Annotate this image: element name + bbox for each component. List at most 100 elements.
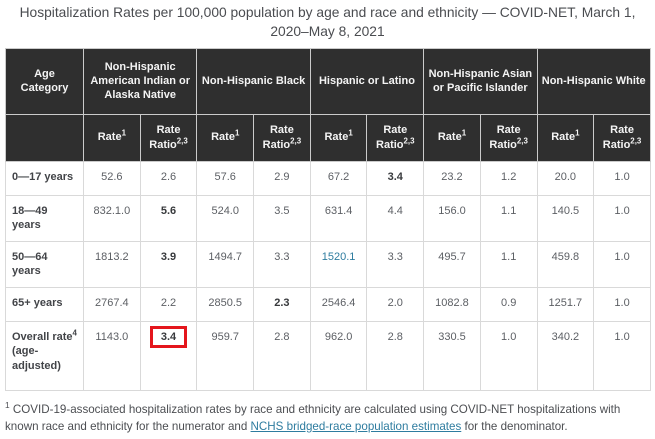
rate-cell: 57.6 xyxy=(196,160,255,196)
rate-header: Rate1 xyxy=(423,113,481,162)
rate-cell: 1813.2 xyxy=(83,240,141,288)
rate-ratio-cell-highlighted: 3.4 xyxy=(139,320,198,391)
rate-ratio-cell: 1.1 xyxy=(479,240,538,288)
rate-cell: 23.2 xyxy=(423,160,481,196)
row-header-age: 0—17 years xyxy=(5,160,84,196)
group-header-black: Non-Hispanic Black xyxy=(196,47,311,115)
rate-ratio-cell: 1.0 xyxy=(593,160,651,196)
rate-header: Rate1 xyxy=(83,113,141,162)
rate-cell-link[interactable]: 1520.1 xyxy=(309,240,368,288)
footnote-marker: 1 xyxy=(5,399,10,410)
rate-ratio-cell: 0.9 xyxy=(479,286,538,322)
rate-cell: 52.6 xyxy=(83,160,141,196)
rate-cell: 962.0 xyxy=(309,320,368,391)
row-header-age: Overall rate4 (age-adjusted) xyxy=(5,320,84,391)
rate-cell: 832.1.0 xyxy=(83,194,141,242)
rate-cell: 140.5 xyxy=(536,194,595,242)
table-row-65-plus: 65+ years 2767.4 2.2 2850.5 2.3 2546.4 2… xyxy=(5,286,651,322)
footnote-text: for the denominator. xyxy=(461,420,568,434)
rate-cell: 2546.4 xyxy=(309,286,368,322)
rate-ratio-cell: 2.8 xyxy=(366,320,425,391)
rate-ratio-cell: 1.2 xyxy=(479,160,538,196)
footnote-marker: 2,3 xyxy=(403,135,415,145)
rate-ratio-header: Rate Ratio2,3 xyxy=(366,113,425,162)
rate-cell: 2767.4 xyxy=(83,286,141,322)
rate-ratio-cell: 2.2 xyxy=(139,286,198,322)
rate-ratio-cell: 1.0 xyxy=(593,320,651,391)
figure-title: Hospitalization Rates per 100,000 popula… xyxy=(19,5,636,40)
group-header-hispanic: Hispanic or Latino xyxy=(309,47,425,115)
rate-ratio-cell: 2.3 xyxy=(253,286,311,322)
rate-cell: 459.8 xyxy=(536,240,595,288)
rate-ratio-header: Rate Ratio2,3 xyxy=(253,113,311,162)
rate-ratio-cell: 5.6 xyxy=(139,194,198,242)
footnote-text: COVID-19-associated hospitalization rate… xyxy=(5,402,621,434)
rate-ratio-cell: 3.9 xyxy=(139,240,198,288)
figure-hospitalization-rates: Hospitalization Rates per 100,000 popula… xyxy=(0,3,655,439)
table-row-18-49: 18—49 years 832.1.0 5.6 524.0 3.5 631.4 … xyxy=(5,194,651,242)
rate-ratio-header: Rate Ratio2,3 xyxy=(139,113,198,162)
age-category-header-spacer xyxy=(5,113,84,162)
footnote-marker: 1 xyxy=(348,128,353,138)
rate-cell: 631.4 xyxy=(309,194,368,242)
rate-cell: 20.0 xyxy=(536,160,595,196)
rate-ratio-cell: 1.0 xyxy=(593,194,651,242)
group-header-asian-pi: Non-Hispanic Asian or Pacific Islander xyxy=(423,47,538,115)
footnote-link-nchs[interactable]: NCHS bridged-race population estimates xyxy=(250,420,462,434)
rate-cell: 2850.5 xyxy=(196,286,255,322)
rate-ratio-cell: 1.0 xyxy=(479,320,538,391)
rate-cell: 1143.0 xyxy=(83,320,141,391)
rate-ratio-cell: 2.8 xyxy=(253,320,311,391)
rate-ratio-cell: 3.4 xyxy=(366,160,425,196)
footnote-marker: 2,3 xyxy=(630,135,642,145)
rate-ratio-cell: 3.5 xyxy=(253,194,311,242)
rate-cell: 959.7 xyxy=(196,320,255,391)
table-row-0-17: 0—17 years 52.6 2.6 57.6 2.9 67.2 3.4 23… xyxy=(5,160,651,196)
rate-cell: 495.7 xyxy=(423,240,481,288)
row-header-age: 65+ years xyxy=(5,286,84,322)
rate-ratio-cell: 1.0 xyxy=(593,240,651,288)
rate-header: Rate1 xyxy=(536,113,595,162)
table-body: 0—17 years 52.6 2.6 57.6 2.9 67.2 3.4 23… xyxy=(5,160,651,391)
rate-ratio-cell: 2.9 xyxy=(253,160,311,196)
footnote-marker: 2,3 xyxy=(516,135,528,145)
footnote-marker: 1 xyxy=(234,128,240,138)
table-row-overall: Overall rate4 (age-adjusted) 1143.0 3.4 … xyxy=(5,320,651,391)
table-row-50-64: 50—64 years 1813.2 3.9 1494.7 3.3 1520.1… xyxy=(5,240,651,288)
header-group-row: Age Category Non-Hispanic American India… xyxy=(5,47,651,115)
rate-cell: 156.0 xyxy=(423,194,481,242)
rate-ratio-cell: 1.0 xyxy=(593,286,651,322)
row-header-age: 50—64 years xyxy=(5,240,84,288)
footnote: 1 COVID-19-associated hospitalization ra… xyxy=(5,401,649,436)
rate-ratio-header: Rate Ratio2,3 xyxy=(479,113,538,162)
rate-header: Rate1 xyxy=(309,113,368,162)
header-measure-row: Rate1 Rate Ratio2,3 Rate1 Rate Ratio2,3 … xyxy=(5,113,651,162)
footnote-marker: 2,3 xyxy=(290,135,302,145)
row-header-age: 18—49 years xyxy=(5,194,84,242)
rate-cell: 1082.8 xyxy=(423,286,481,322)
footnote-marker: 1 xyxy=(461,128,467,138)
rate-ratio-header: Rate Ratio2,3 xyxy=(593,113,651,162)
rate-ratio-cell: 1.1 xyxy=(479,194,538,242)
footnote-marker: 1 xyxy=(121,128,126,138)
rate-cell: 340.2 xyxy=(536,320,595,391)
footnote-marker: 1 xyxy=(575,128,580,138)
age-category-header: Age Category xyxy=(5,47,84,115)
rate-ratio-cell: 4.4 xyxy=(366,194,425,242)
group-header-white: Non-Hispanic White xyxy=(536,47,651,115)
rate-cell: 1251.7 xyxy=(536,286,595,322)
rate-ratio-cell: 3.3 xyxy=(253,240,311,288)
rate-cell: 330.5 xyxy=(423,320,481,391)
rate-ratio-cell: 2.0 xyxy=(366,286,425,322)
rate-ratio-cell: 3.3 xyxy=(366,240,425,288)
footnote-marker: 2,3 xyxy=(176,135,188,145)
table-header: Age Category Non-Hispanic American India… xyxy=(5,47,651,162)
rate-cell: 1494.7 xyxy=(196,240,255,288)
rate-header: Rate1 xyxy=(196,113,255,162)
footnote-marker: 4 xyxy=(72,327,77,337)
rate-ratio-cell: 2.6 xyxy=(139,160,198,196)
rate-cell: 524.0 xyxy=(196,194,255,242)
rate-cell: 67.2 xyxy=(309,160,368,196)
group-header-ai-an: Non-Hispanic American Indian or Alaska N… xyxy=(82,47,198,115)
rates-table: Age Category Non-Hispanic American India… xyxy=(5,47,651,391)
